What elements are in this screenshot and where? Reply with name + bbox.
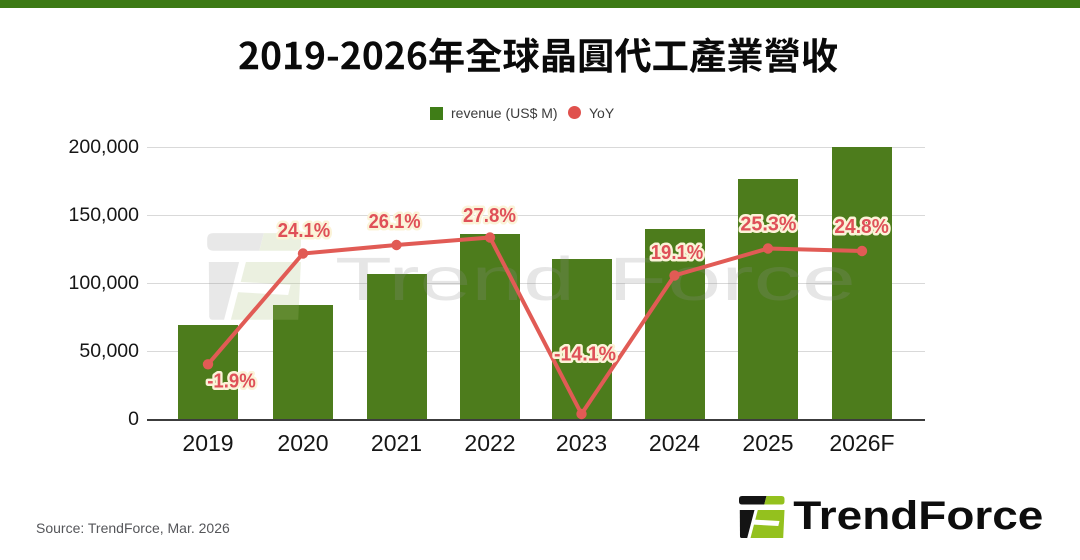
svg-text:TrendForce: TrendForce [793,494,1043,538]
svg-text:26.1%: 26.1% [369,211,421,233]
svg-text:-14.1%: -14.1% [554,343,616,365]
svg-text:27.8%: 27.8% [463,205,516,227]
svg-text:Trend: Trend [335,245,575,313]
svg-text:24.8%: 24.8% [834,216,889,238]
svg-text:-1.9%: -1.9% [207,371,256,393]
svg-text:24.1%: 24.1% [278,220,331,242]
svg-text:19.1%: 19.1% [651,242,704,264]
svg-text:25.3%: 25.3% [740,214,796,236]
svg-text:Force: Force [608,245,856,313]
